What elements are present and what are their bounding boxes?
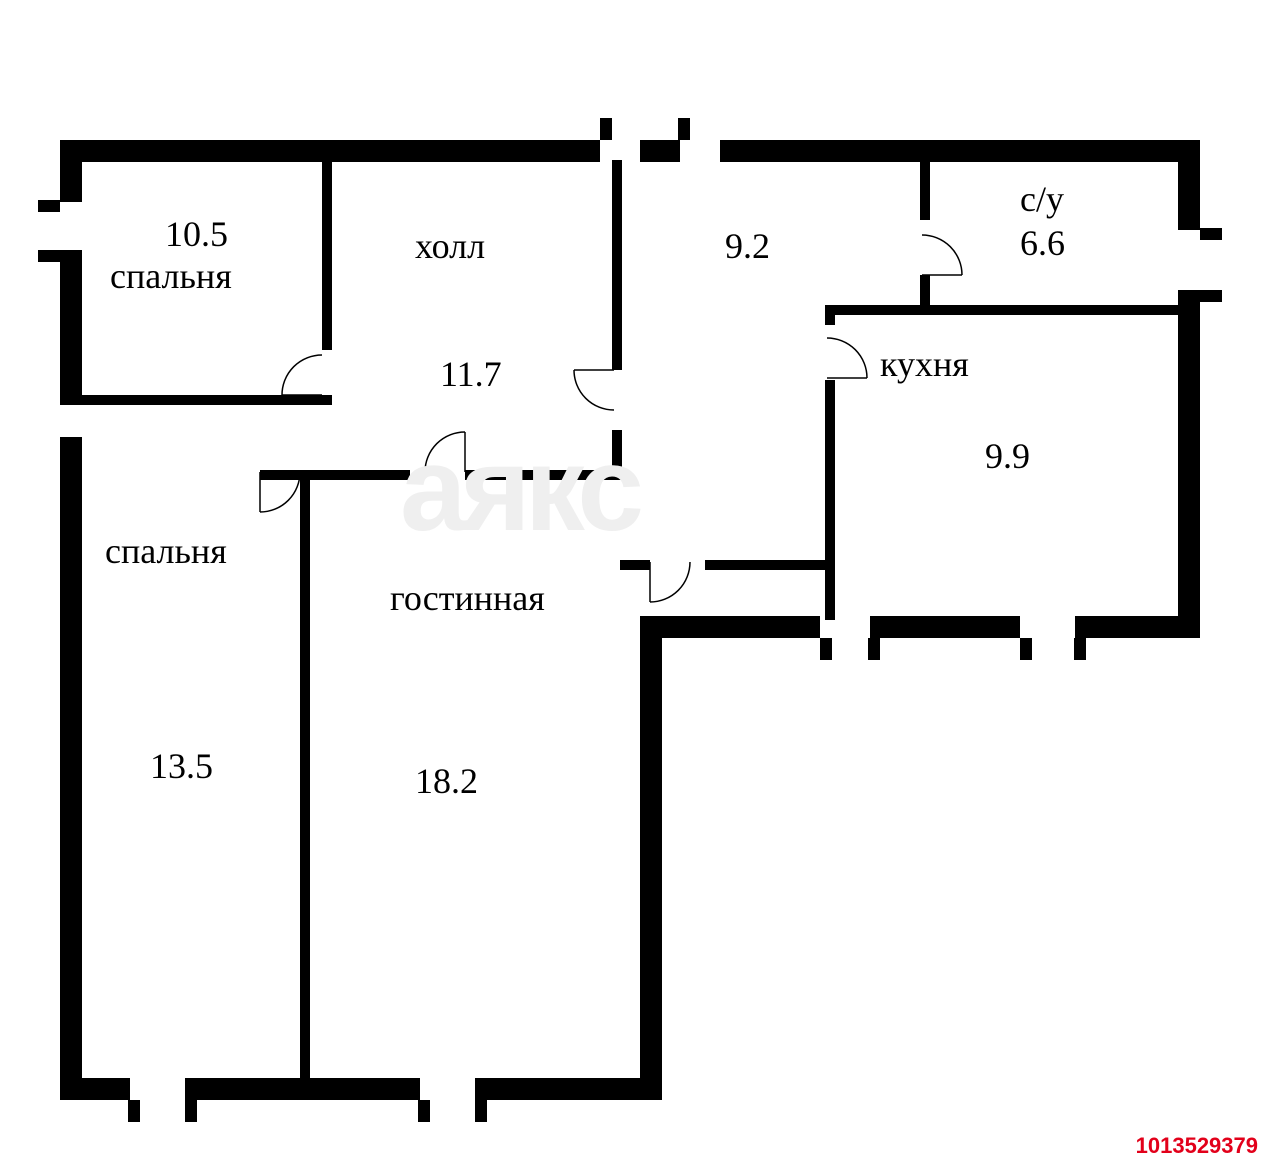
living-area: 18.2 <box>415 760 478 803</box>
bathroom-area: 6.6 <box>1020 222 1065 265</box>
floor-plan: аякс 10.5 спальня холл 11.7 9.2 с/у 6.6 … <box>0 0 1280 1173</box>
listing-id: 1013529379 <box>1136 1133 1258 1159</box>
kitchen-name: кухня <box>880 343 969 386</box>
hall-area: 11.7 <box>440 353 502 396</box>
room92-area: 9.2 <box>725 225 770 268</box>
watermark: аякс <box>400 420 638 558</box>
bathroom-name: с/у <box>1020 178 1064 221</box>
living-name: гостинная <box>390 577 545 620</box>
bedroom1-name: спальня <box>110 255 232 298</box>
bedroom2-area: 13.5 <box>150 745 213 788</box>
bedroom2-name: спальня <box>105 530 227 573</box>
floor-plan-svg <box>0 0 1280 1173</box>
bedroom1-area: 10.5 <box>165 213 228 256</box>
kitchen-area: 9.9 <box>985 435 1030 478</box>
hall-name: холл <box>415 225 485 268</box>
